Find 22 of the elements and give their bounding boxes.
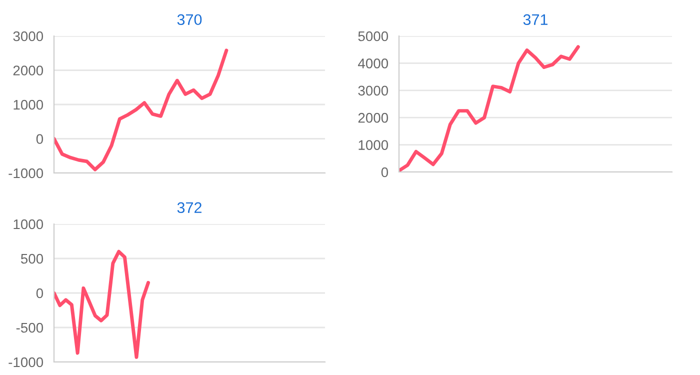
chart-title: 371 <box>523 14 548 26</box>
chart-title: 370 <box>177 14 202 26</box>
y-tick-label: 0 <box>36 134 44 144</box>
y-tick-label: 500 <box>20 254 44 264</box>
y-tick-label: 1000 <box>14 100 44 110</box>
line-series <box>54 48 228 172</box>
y-tick-label: 3000 <box>13 31 44 42</box>
chart-title: 372 <box>177 202 202 214</box>
y-tick-label: 2000 <box>13 66 44 76</box>
y-tick-label: 1000 <box>14 219 44 230</box>
line-series <box>399 45 580 172</box>
y-tick-label: -1000 <box>8 168 44 178</box>
y-tick-label: 4000 <box>358 58 388 68</box>
y-tick-label: 1000 <box>358 140 388 150</box>
y-tick-label: 0 <box>381 167 388 178</box>
y-tick-label: -500 <box>16 322 44 333</box>
y-tick-label: 0 <box>36 288 44 298</box>
line-series <box>54 250 150 359</box>
y-tick-label: -1000 <box>8 357 44 368</box>
y-tick-label: 3000 <box>358 86 388 96</box>
y-tick-label: 5000 <box>358 31 388 42</box>
y-tick-label: 2000 <box>358 112 388 123</box>
